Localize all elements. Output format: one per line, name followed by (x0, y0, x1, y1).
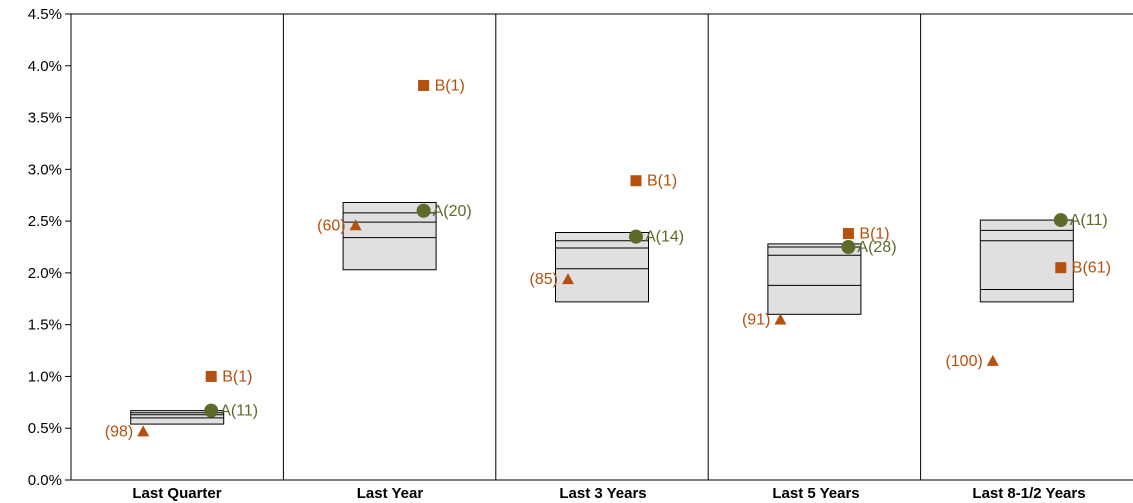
marker-triangle-label: (85) (530, 271, 558, 288)
marker-b-square (1055, 262, 1067, 274)
marker-triangle-label: (60) (317, 217, 345, 234)
marker-triangle-label: (91) (742, 311, 770, 328)
marker-a-label: A(28) (857, 239, 896, 256)
marker-a-circle (416, 203, 431, 218)
markers: A(11) A(20) A(14) A(28) A(11) B(1) B(1) B(1) B(1… (105, 77, 1111, 440)
marker-triangle (774, 313, 787, 325)
marker-a-label: A(14) (645, 229, 684, 246)
marker-triangle-label: (98) (105, 423, 133, 440)
marker-triangle (986, 354, 999, 366)
y-tick-label: 0.0% (28, 472, 62, 489)
y-tick-label: 4.5% (28, 6, 62, 23)
y-tick-label: 3.5% (28, 110, 62, 127)
category-label: Last Quarter (132, 485, 221, 502)
marker-b-label: B(61) (1072, 260, 1111, 277)
range-box (767, 243, 862, 315)
range-boxes (130, 201, 1074, 425)
y-tick-label: 3.0% (28, 161, 62, 178)
marker-b-square (630, 175, 642, 187)
category-label: Last Year (357, 485, 424, 502)
category-label: Last 8-1/2 Years (972, 485, 1085, 502)
marker-b-square (842, 228, 854, 240)
category-labels: Last Quarter Last Year Last 3 Years Last… (132, 485, 1085, 502)
axes: 0.0% 0.5% 1.0% 1.5% 2.0% 2.5% 3.0% 3.5% 4.0% 4.5% (28, 6, 1133, 489)
marker-b-square (418, 79, 430, 91)
marker-a-label: A(11) (1070, 212, 1108, 229)
range-box (979, 219, 1074, 303)
range-box (130, 410, 225, 425)
range-box (555, 232, 649, 303)
marker-a-circle (204, 403, 219, 418)
category-label: Last 5 Years (772, 485, 859, 502)
marker-triangle (137, 425, 150, 437)
marker-b-square (205, 370, 217, 382)
y-tick-label: 4.0% (28, 58, 62, 75)
marker-a-circle (841, 240, 856, 254)
marker-b-label: B(1) (859, 226, 889, 243)
marker-a-label: A(20) (433, 203, 472, 220)
marker-b-label: B(1) (435, 77, 465, 94)
y-tick-label: 2.5% (28, 213, 62, 230)
marker-a-circle (1053, 213, 1068, 228)
y-tick-label: 1.5% (28, 317, 62, 334)
marker-a-label: A(11) (220, 403, 258, 420)
y-tick-label: 1.0% (28, 368, 62, 385)
category-label: Last 3 Years (559, 485, 646, 502)
marker-triangle-label: (100) (945, 353, 982, 370)
y-tick-label: 0.5% (28, 420, 62, 437)
marker-triangle (349, 219, 362, 231)
marker-triangle (562, 273, 574, 285)
marker-b-label: B(1) (647, 173, 677, 190)
y-tick-label: 2.0% (28, 265, 62, 282)
marker-b-label: B(1) (222, 368, 252, 385)
marker-a-circle (629, 229, 643, 244)
